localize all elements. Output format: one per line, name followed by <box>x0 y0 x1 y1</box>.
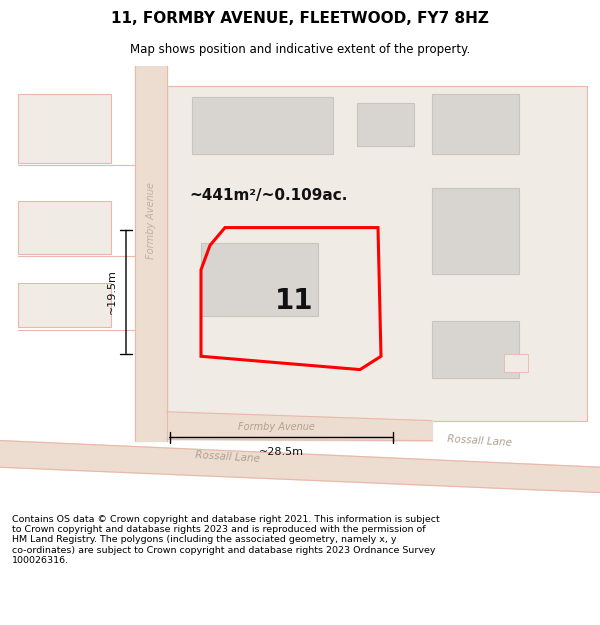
Text: Formby Avenue: Formby Avenue <box>146 182 156 259</box>
Bar <box>167 86 587 421</box>
Bar <box>201 243 318 316</box>
Bar <box>357 103 414 146</box>
Bar <box>18 94 111 163</box>
Text: Map shows position and indicative extent of the property.: Map shows position and indicative extent… <box>130 42 470 56</box>
Bar <box>18 201 111 254</box>
Text: Formby Avenue: Formby Avenue <box>238 422 314 432</box>
Text: Rossall Lane: Rossall Lane <box>448 434 512 447</box>
Bar <box>432 321 519 379</box>
Bar <box>432 94 519 154</box>
Text: 11: 11 <box>274 287 313 315</box>
Bar <box>504 354 528 372</box>
Text: Rossall Lane: Rossall Lane <box>196 450 260 464</box>
Bar <box>432 188 519 274</box>
Text: ~28.5m: ~28.5m <box>259 448 304 458</box>
Text: 11, FORMBY AVENUE, FLEETWOOD, FY7 8HZ: 11, FORMBY AVENUE, FLEETWOOD, FY7 8HZ <box>111 11 489 26</box>
Bar <box>18 283 111 328</box>
Bar <box>192 97 333 154</box>
Text: ~19.5m: ~19.5m <box>107 269 117 314</box>
Text: ~441m²/~0.109ac.: ~441m²/~0.109ac. <box>189 188 347 203</box>
Text: Contains OS data © Crown copyright and database right 2021. This information is : Contains OS data © Crown copyright and d… <box>12 515 440 565</box>
